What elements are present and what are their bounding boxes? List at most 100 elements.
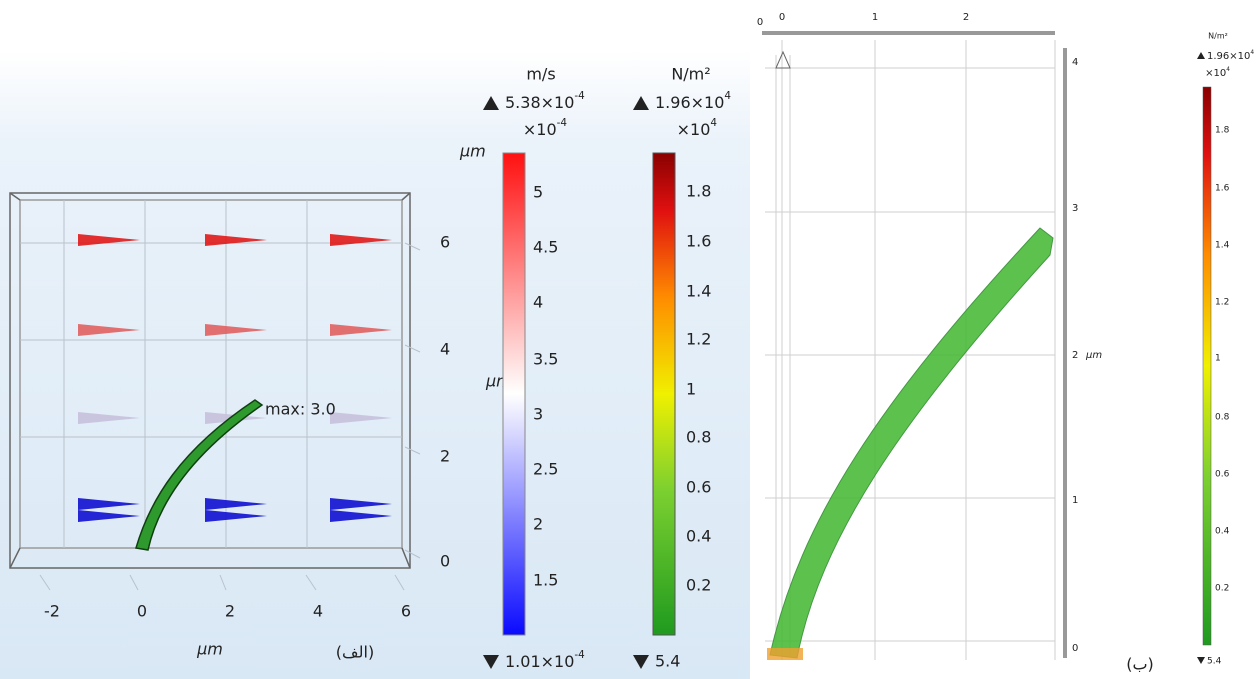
velocity-arrow [330,234,392,246]
velocity-colorbar [502,152,526,636]
scientific-label: ×104 [1205,66,1230,79]
y-tick-label: 2 [1072,350,1078,361]
colorbar-tick-label: 1.8 [1215,126,1230,136]
beam-base [767,648,803,660]
y-tick-label: 3 [1072,203,1078,214]
y-tick-label: 2 [440,447,450,466]
max-marker [1197,52,1205,59]
colorbar-tick-label: 0.4 [1215,527,1230,537]
x-tick-label: 2 [225,602,235,621]
legend-min: 5.4 [1207,657,1222,667]
colorbar-tick-label: 0.2 [686,576,711,595]
max-annotation: max: 3.0 [265,400,336,419]
mantissa: 1.96×10 [1207,51,1250,62]
x-tick-label: 0 [779,12,785,23]
caption: (الف) [336,643,374,662]
colorbar-tick-label: 3.5 [533,350,558,369]
mantissa: ×10 [523,120,557,139]
colorbar-tick-label: 1.4 [1215,241,1230,251]
velocity-arrow [330,412,392,424]
mantissa: ×10 [677,120,711,139]
right-axis [1063,48,1067,658]
velocity-arrow [205,324,267,336]
exponent: -4 [557,117,568,129]
velocity-arrow [330,324,392,336]
panel-b-grid [765,40,1056,660]
x-tick-label: -2 [44,602,60,621]
colorbar-tick-label: 0.4 [686,527,711,546]
mantissa: ×10 [1205,68,1226,79]
colorbar-tick-label: 2 [533,515,543,534]
velocity-arrow [78,324,140,336]
scientific-label: 1.01×10-4 [505,649,585,671]
scientific-label: ×104 [677,117,718,139]
legend-min: 5.4 [655,652,680,671]
beam [769,227,1054,659]
min-marker [633,655,649,669]
colorbar-tick-label: 1.6 [686,232,711,251]
stress-colorbar [652,152,676,636]
top-origin: 0 [757,17,763,28]
beam [135,399,264,551]
x-tick-label: 1 [872,12,878,23]
max-marker [483,96,499,110]
beam-tip-outline [775,50,791,69]
colorbar-tick-label: 0.6 [686,478,711,497]
exponent: 4 [1226,66,1230,72]
mantissa: 1.01×10 [505,652,574,671]
legend-unit: N/m² [671,65,710,84]
scientific-label: ×10-4 [523,117,568,139]
colorbar-tick-label: 1.2 [1215,298,1229,308]
velocity-arrow [78,498,140,510]
velocity-arrows [78,234,392,522]
max-marker [633,96,649,110]
scientific-label: 1.96×104 [1207,49,1254,62]
colorbar-tick-label: 3 [533,405,543,424]
velocity-arrow [78,412,140,424]
exponent: 4 [724,90,731,102]
panel-a-box [9,192,411,569]
y-tick-label: 6 [440,233,450,252]
exponent: 4 [1250,49,1254,55]
velocity-arrow [205,234,267,246]
x-unit: µm [196,640,223,659]
y-tick-label: 0 [1072,643,1078,654]
colorbar-tick-label: 0.6 [1215,470,1230,480]
exponent: -4 [574,90,585,102]
exponent: -4 [574,649,585,661]
exponent: 4 [710,117,717,129]
x-tick-label: 0 [137,602,147,621]
colorbar-tick-label: 1 [1215,354,1221,364]
colorbar-tick-label: 5 [533,183,543,202]
scientific-label: 1.96×104 [655,90,731,112]
x-tick-label: 2 [963,12,969,23]
stress-colorbar [1202,86,1212,646]
velocity-arrow [78,510,140,522]
colorbar-tick-label: 0.8 [686,428,711,447]
x-tick-label: 4 [313,602,323,621]
y-tick-label: 4 [1072,57,1078,68]
legend-unit: N/m² [1208,32,1228,41]
caption: (ب) [1126,655,1154,674]
x-tick-label: 6 [401,602,411,621]
y-tick-label: 4 [440,340,450,359]
velocity-arrow [330,498,392,510]
velocity-arrow [205,498,267,510]
y-unit: µm [1085,350,1102,361]
colorbar-tick-label: 1.8 [686,182,711,201]
colorbar-tick-label: 1.2 [686,330,711,349]
y-tick-label: 1 [1072,495,1078,506]
velocity-arrow [330,510,392,522]
y-tick-label: 0 [440,552,450,571]
colorbar-tick-label: 1.5 [533,571,558,590]
colorbar-tick-label: 1 [686,380,696,399]
panel-a-background [0,50,750,679]
velocity-arrow [205,510,267,522]
velocity-arrow [78,234,140,246]
colorbar-tick-label: 2.5 [533,460,558,479]
colorbar-tick-label: 1.6 [1215,184,1230,194]
legend-unit: m/s [526,65,555,84]
min-marker [483,655,499,669]
mantissa: 5.38×10 [505,93,574,112]
